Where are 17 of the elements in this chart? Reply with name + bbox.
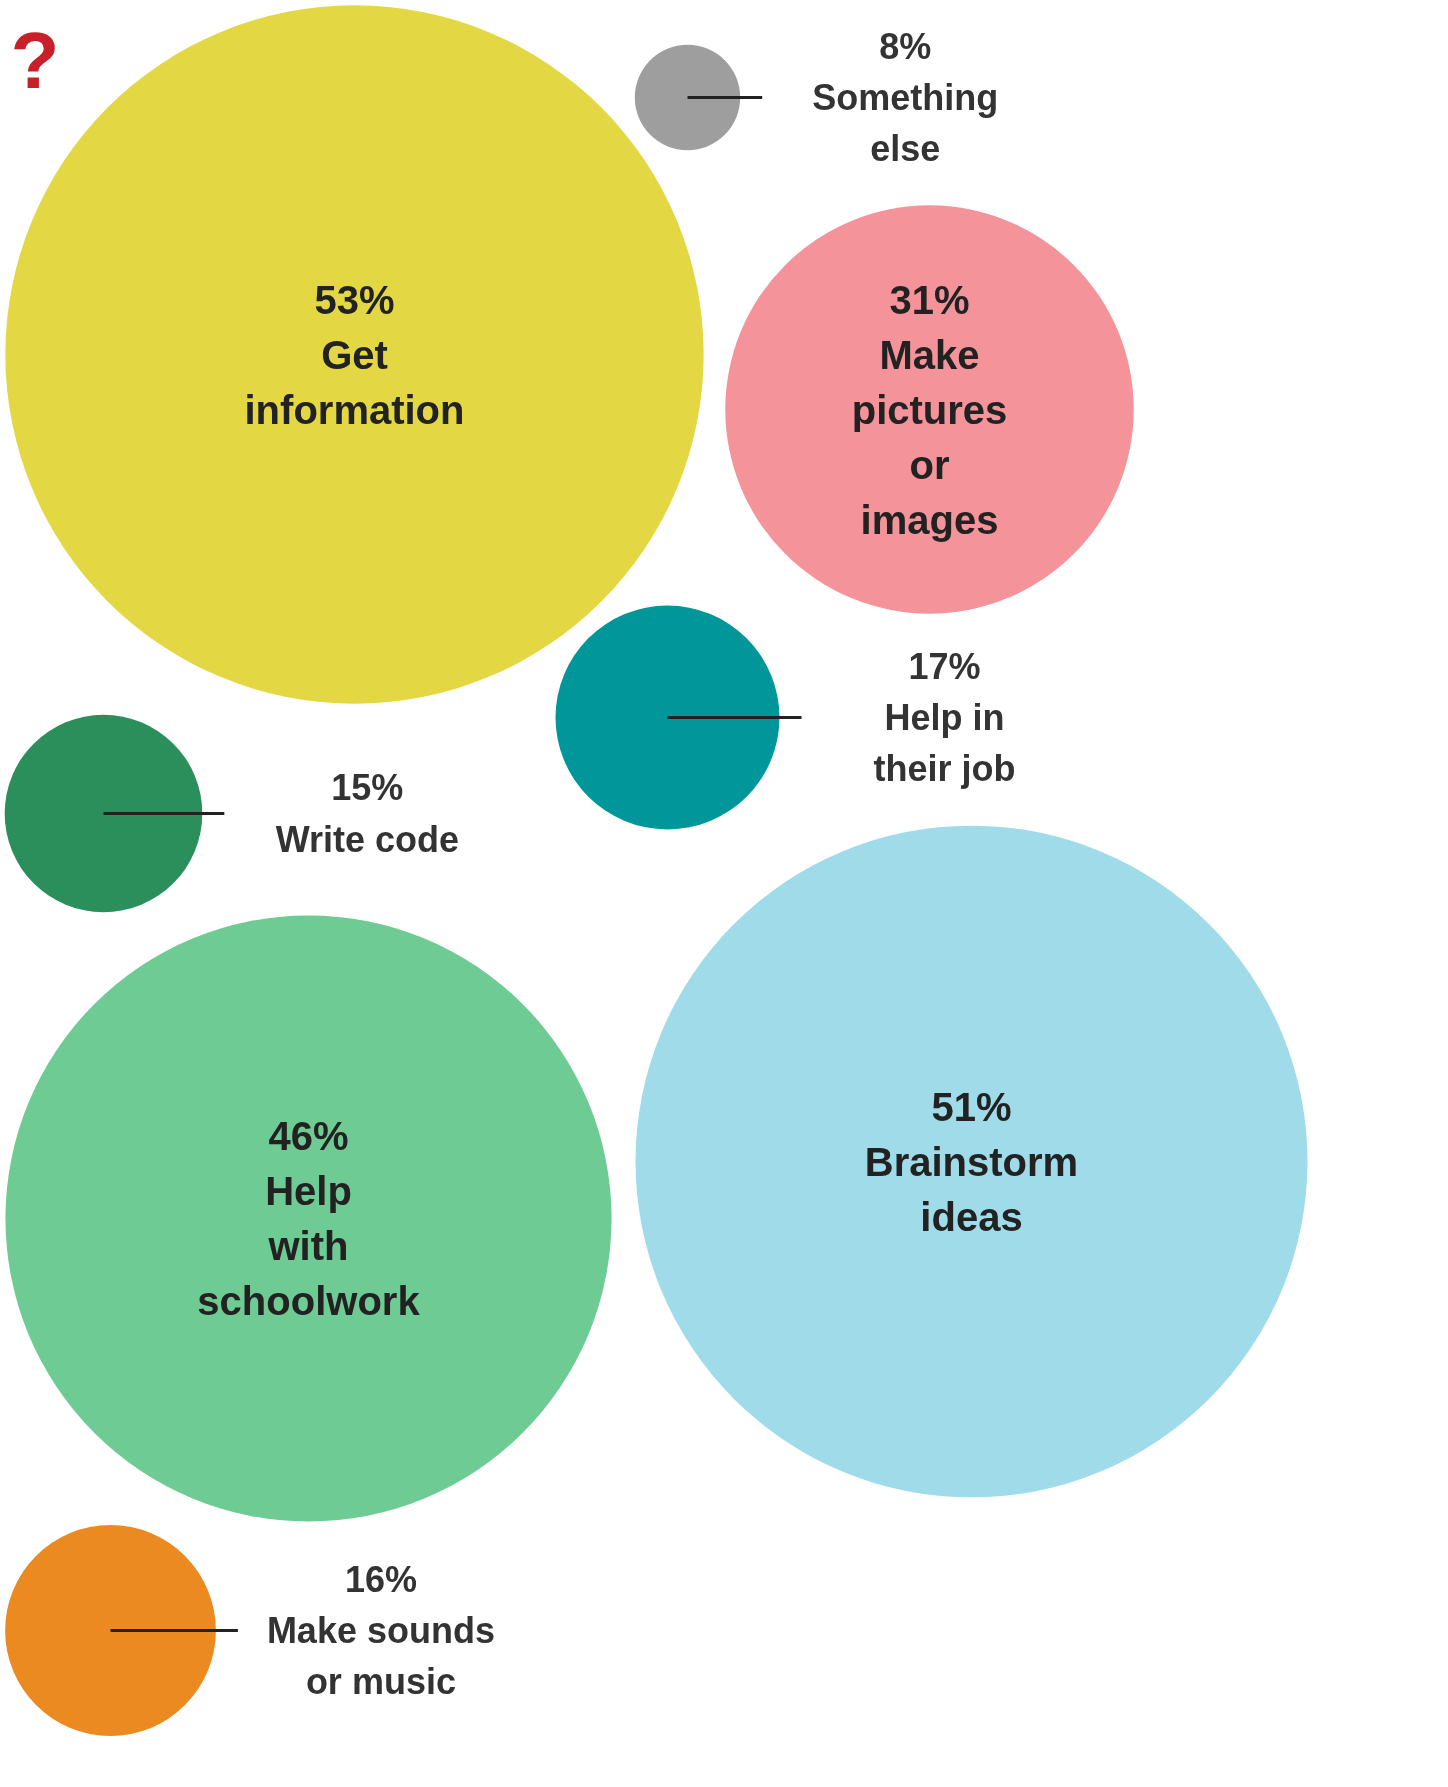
category-label: Write code (275, 818, 460, 860)
data-label: 51% (931, 1084, 1012, 1129)
category-label: Help in their job (873, 697, 1016, 790)
data-label: 31% (889, 277, 970, 322)
text: ? (10, 15, 60, 105)
category-label: Make pictures or images (851, 332, 1008, 542)
category-label: Make sounds or music (266, 1610, 495, 1703)
category-label: Brainstorm ideas (864, 1139, 1079, 1239)
data-label: 53% (314, 277, 395, 322)
category-label: Something else (812, 77, 999, 170)
data-label: 17% (908, 645, 981, 687)
data-label: 46% (268, 1114, 349, 1158)
category-label: Help with schoolwork (197, 1169, 421, 1323)
data-label: 16% (344, 1558, 417, 1600)
category-label: Get information (244, 332, 465, 432)
data-label: 8% (879, 25, 932, 67)
data-label: 15% (331, 767, 404, 809)
